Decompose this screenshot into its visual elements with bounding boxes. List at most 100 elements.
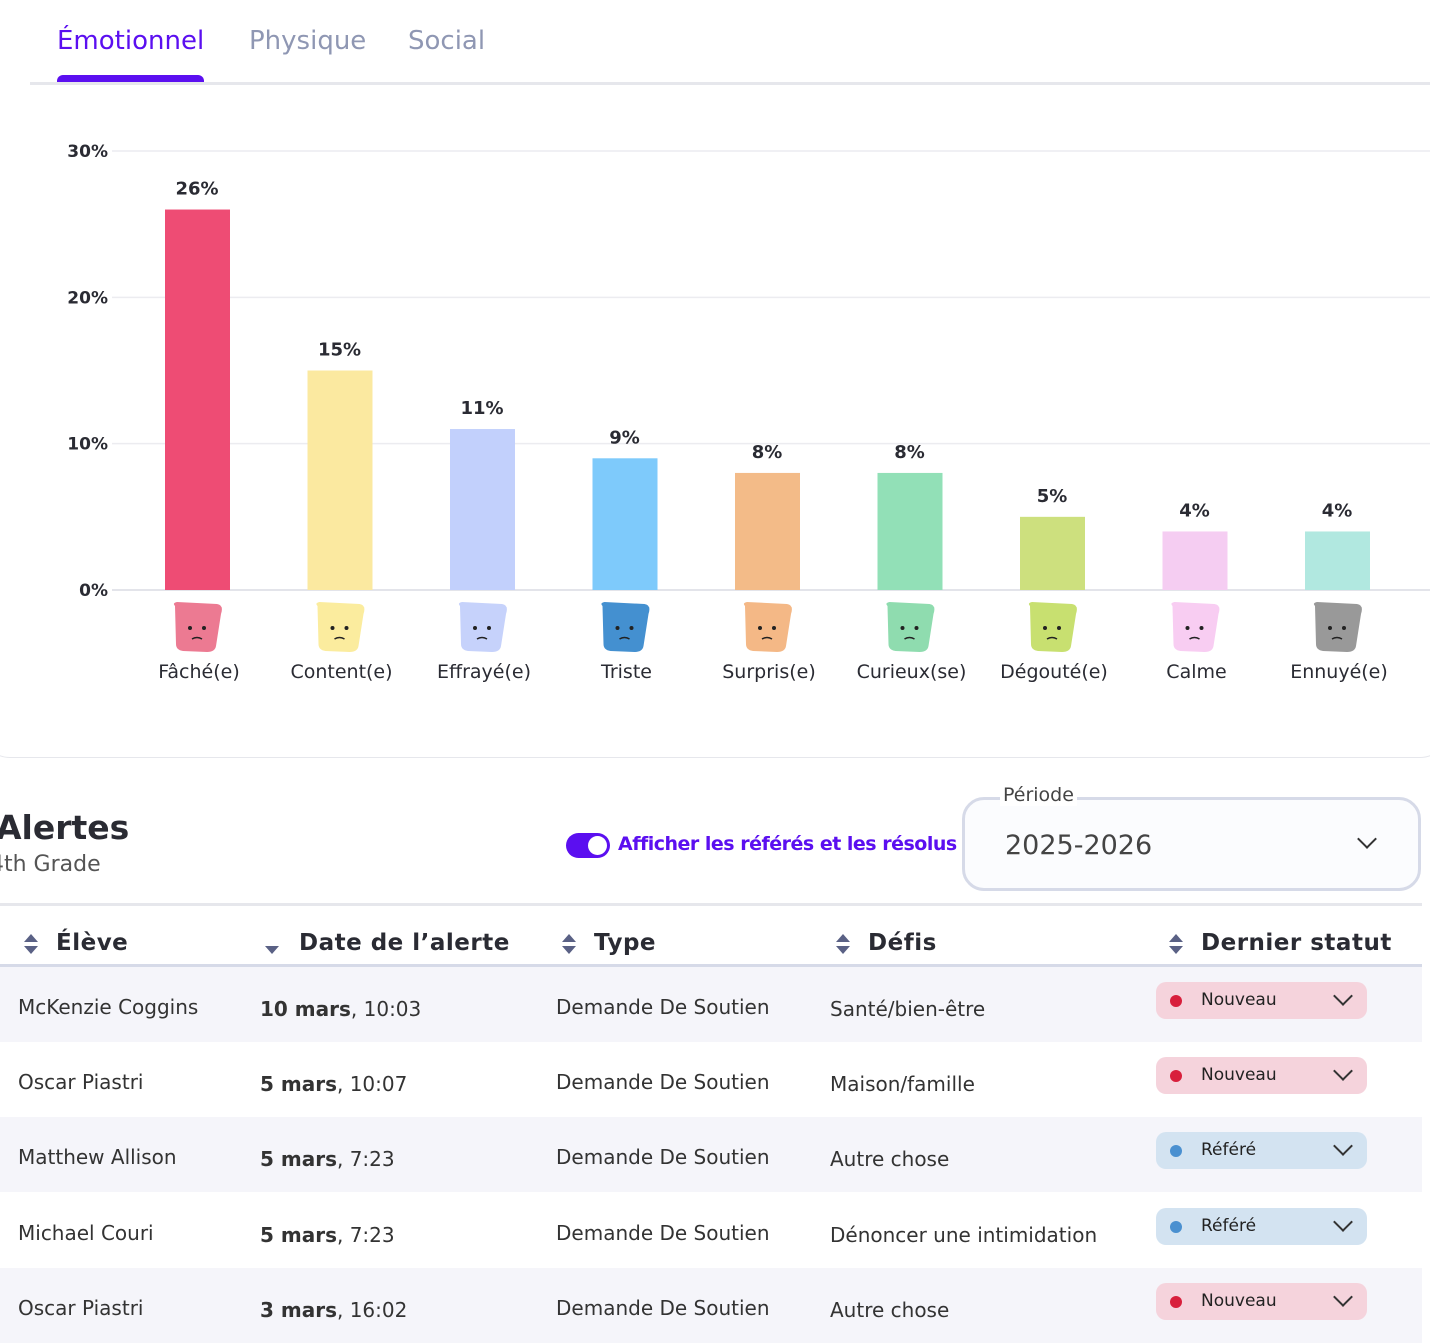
face-eye <box>1185 626 1190 630</box>
alert-day: 3 mars <box>260 1297 337 1322</box>
emotion-face-icon <box>1171 602 1220 652</box>
alert-date: 5 mars, 7:23 <box>260 1223 395 1247</box>
table-row[interactable]: Michael Couri 5 mars, 7:23 Demande De So… <box>0 1193 1422 1268</box>
col-defis[interactable]: Défis <box>868 930 937 956</box>
sort-icon[interactable] <box>562 934 576 956</box>
face-mouth <box>1189 636 1200 640</box>
category-label: Fâché(e) <box>158 661 240 683</box>
face-mouth <box>904 636 915 640</box>
alert-challenge: Maison/famille <box>830 1072 975 1097</box>
chevron-down-icon <box>1333 1211 1353 1232</box>
bar <box>735 472 800 590</box>
emotion-face-icon <box>1313 602 1362 652</box>
face-eye <box>202 626 206 630</box>
table-row[interactable]: Oscar Piastri 5 mars, 10:07 Demande De S… <box>0 1042 1422 1117</box>
alert-time: , 16:02 <box>336 1297 408 1322</box>
face-eye <box>1328 626 1332 630</box>
chevron-down-icon <box>1333 986 1353 1006</box>
value-label: 4% <box>1179 500 1210 521</box>
alerts-title: Alertes <box>0 808 130 847</box>
alert-day: 5 mars <box>260 1147 337 1172</box>
alert-time: , 7:23 <box>336 1147 395 1172</box>
value-label: 8% <box>894 442 925 463</box>
bar <box>1162 531 1228 590</box>
face-eye <box>1057 626 1061 630</box>
tab-bar: Émotionnel Physique Social <box>30 0 1430 85</box>
face-eye <box>330 626 335 630</box>
face-eye <box>1199 626 1204 630</box>
status-label: Référé <box>1201 1140 1257 1161</box>
face-eye <box>1043 626 1047 630</box>
tab-emotionnel[interactable]: Émotionnel <box>57 26 205 56</box>
alert-time: , 7:23 <box>336 1222 395 1247</box>
period-select[interactable]: 2025-2026 <box>962 797 1421 891</box>
alert-time: , 10:07 <box>336 1072 408 1097</box>
chart-card <box>0 0 1430 758</box>
category-label: Ennuyé(e) <box>1290 661 1388 683</box>
alert-challenge: Santé/bien-être <box>830 997 986 1021</box>
face-eye <box>914 626 919 630</box>
alerts-subtitle: 4th Grade <box>0 852 101 877</box>
alert-date: 3 mars, 16:02 <box>260 1298 407 1322</box>
y-tick-label: 0% <box>79 581 108 601</box>
alert-type: Demande De Soutien <box>556 1145 770 1170</box>
chevron-down-icon <box>1333 1136 1353 1157</box>
chevron-down-icon <box>1333 1061 1353 1082</box>
period-value: 2025-2026 <box>1005 830 1153 861</box>
status-label: Nouveau <box>1201 990 1277 1010</box>
col-type[interactable]: Type <box>594 930 657 956</box>
table-row[interactable]: Matthew Allison 5 mars, 7:23 Demande De … <box>0 1117 1422 1193</box>
status-dropdown[interactable]: Référé <box>1156 1207 1367 1245</box>
active-tab-indicator <box>57 75 204 82</box>
status-label: Référé <box>1201 1215 1257 1236</box>
category-label: Curieux(se) <box>857 661 967 683</box>
status-dot-icon <box>1170 1295 1182 1308</box>
tab-social[interactable]: Social <box>408 26 486 56</box>
table-row[interactable]: Oscar Piastri 3 mars, 16:02 Demande De S… <box>0 1267 1422 1343</box>
status-dropdown[interactable]: Nouveau <box>1156 1282 1367 1320</box>
bar <box>450 429 515 590</box>
sort-icon[interactable] <box>24 934 38 956</box>
student-name[interactable]: Oscar Piastri <box>18 1070 144 1095</box>
face-eye <box>615 626 620 630</box>
alert-day: 5 mars <box>260 1222 337 1247</box>
bar <box>307 370 373 590</box>
face-eye <box>629 626 634 630</box>
table-row[interactable]: McKenzie Coggins 10 mars, 10:03 Demande … <box>0 967 1422 1042</box>
col-statut[interactable]: Dernier statut <box>1201 930 1392 956</box>
chevron-down-icon <box>1333 1286 1353 1307</box>
student-name[interactable]: Michael Couri <box>18 1220 154 1245</box>
bar <box>1020 516 1085 590</box>
face-mouth <box>619 636 630 640</box>
chevron-down-icon <box>1357 829 1377 849</box>
col-eleve[interactable]: Élève <box>56 930 129 956</box>
value-label: 15% <box>318 340 361 361</box>
face-eye <box>900 626 905 630</box>
toggle-label[interactable]: Afficher les référés et les résolus <box>618 833 957 855</box>
sort-icon[interactable] <box>1169 934 1183 956</box>
tab-physique[interactable]: Physique <box>249 26 367 56</box>
alert-type: Demande De Soutien <box>556 1220 770 1245</box>
face-eye <box>487 626 491 630</box>
alert-time: , 10:03 <box>350 997 422 1021</box>
face-eye <box>473 626 477 630</box>
emotion-bar-chart: 0% 10% 20% 30% 26% Fâché(e) 15% Content(e) 11% Ef… <box>67 142 1430 683</box>
sort-icon[interactable] <box>836 934 850 956</box>
category-label: Surpris(e) <box>722 661 815 683</box>
emotion-face-icon <box>601 602 650 652</box>
status-dropdown[interactable]: Nouveau <box>1156 1057 1367 1095</box>
status-label: Nouveau <box>1201 1290 1277 1311</box>
status-dropdown[interactable]: Nouveau <box>1156 982 1367 1019</box>
col-date[interactable]: Date de l’alerte <box>299 930 510 956</box>
bar <box>1305 531 1370 590</box>
show-referred-toggle[interactable] <box>566 833 610 858</box>
face-eye <box>188 626 192 630</box>
student-name[interactable]: McKenzie Coggins <box>18 995 199 1019</box>
value-label: 26% <box>175 179 218 200</box>
status-dropdown[interactable]: Référé <box>1156 1132 1367 1170</box>
bar <box>877 472 943 590</box>
sort-desc-icon[interactable] <box>265 934 279 956</box>
student-name[interactable]: Oscar Piastri <box>18 1295 144 1320</box>
alert-day: 10 mars <box>260 997 351 1021</box>
student-name[interactable]: Matthew Allison <box>18 1145 177 1170</box>
